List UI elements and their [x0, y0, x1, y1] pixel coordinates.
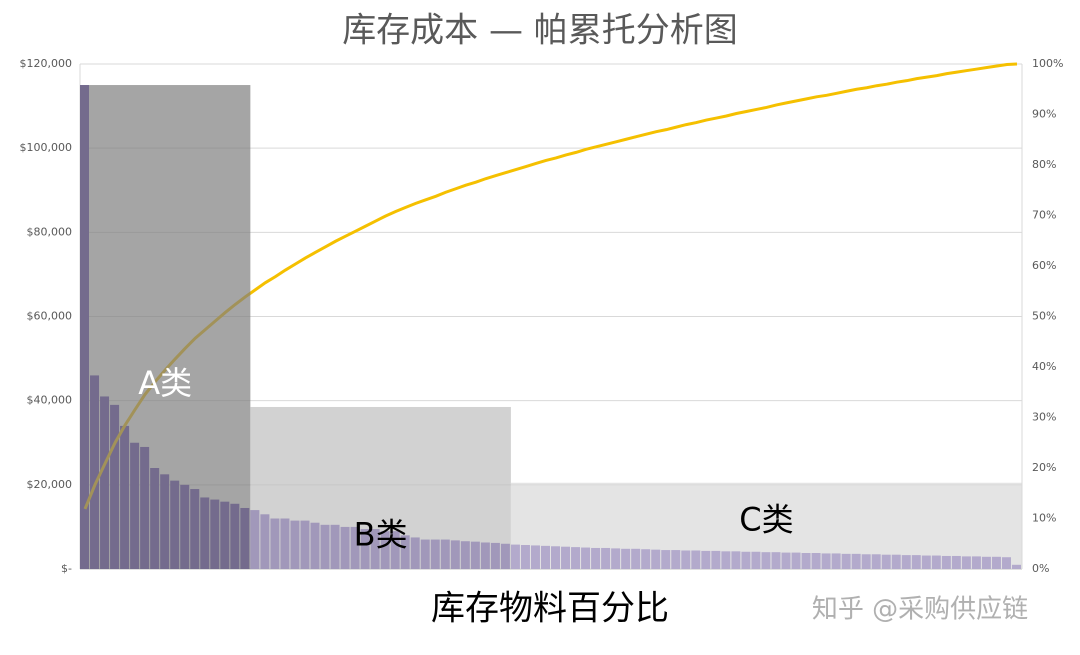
y2-tick-label: 80% — [1032, 158, 1056, 171]
y-tick-label: $80,000 — [27, 225, 73, 238]
chart-title: 库存成本 — 帕累托分析图 — [342, 11, 738, 51]
y2-tick-label: 50% — [1032, 310, 1056, 323]
region — [80, 85, 251, 570]
region-label: C类 — [739, 501, 793, 539]
y-tick-label: $100,000 — [20, 141, 73, 154]
y-tick-label: $20,000 — [27, 478, 73, 491]
region-label: A类 — [138, 364, 192, 402]
y2-tick-label: 90% — [1032, 108, 1056, 121]
x-axis-title: 库存物料百分比 — [431, 589, 669, 629]
y2-tick-label: 0% — [1032, 562, 1049, 575]
y2-tick-label: 60% — [1032, 259, 1056, 272]
watermark: 知乎 @采购供应链 — [812, 595, 1028, 625]
region — [510, 482, 1022, 569]
y2-tick-label: 10% — [1032, 512, 1056, 525]
y2-tick-label: 70% — [1032, 209, 1056, 222]
y2-tick-label: 30% — [1032, 411, 1056, 424]
y-tick-label: $40,000 — [27, 394, 73, 407]
y2-tick-label: 100% — [1032, 57, 1063, 70]
y2-tick-label: 40% — [1032, 360, 1056, 373]
y-tick-label: $- — [61, 562, 72, 575]
y2-tick-label: 20% — [1032, 461, 1056, 474]
y-tick-label: $120,000 — [20, 57, 73, 70]
region — [250, 406, 511, 569]
y-tick-label: $60,000 — [27, 310, 73, 323]
region-label: B类 — [354, 516, 408, 554]
